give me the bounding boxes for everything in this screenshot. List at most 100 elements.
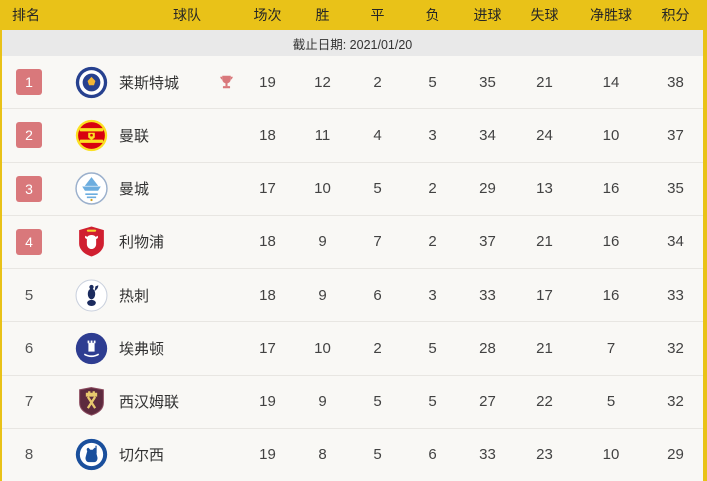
col-wins: 胜 [315, 7, 330, 23]
points-value: 37 [667, 126, 684, 144]
team-name: 莱斯特城 [119, 74, 180, 92]
goals-against-value: 22 [536, 393, 553, 411]
col-goals-for: 进球 [473, 7, 502, 23]
table-row: 4 利物浦 18 9 7 2 37 21 16 34 [2, 214, 703, 268]
goals-against-value: 21 [536, 339, 553, 357]
everton-badge-icon [75, 332, 108, 365]
team-name: 切尔西 [119, 447, 165, 465]
points-value: 34 [667, 233, 684, 251]
goals-for-value: 28 [479, 339, 496, 357]
rank-number: 5 [24, 286, 34, 304]
table-row: 5 热刺 18 9 6 3 33 17 16 33 [2, 268, 703, 322]
matches-value: 17 [259, 339, 276, 357]
matches-value: 19 [259, 446, 276, 464]
points-value: 29 [667, 446, 684, 464]
team-name: 曼联 [119, 127, 150, 145]
goal-diff-value: 7 [606, 339, 616, 357]
goals-against-value: 13 [536, 180, 553, 198]
goals-against-value: 17 [536, 286, 553, 304]
wins-value: 10 [314, 180, 331, 198]
goals-against-value: 21 [536, 233, 553, 251]
losses-value: 2 [428, 233, 437, 251]
draws-value: 2 [373, 73, 382, 91]
col-losses: 负 [425, 7, 440, 23]
matches-value: 17 [259, 180, 276, 198]
losses-value: 3 [428, 286, 437, 304]
points-value: 32 [667, 339, 684, 357]
team-name: 曼城 [119, 181, 150, 199]
wins-value: 9 [318, 233, 327, 251]
date-note: 截止日期: 2021/01/20 [2, 30, 703, 56]
table-body: 1 莱斯特城 19 12 2 5 35 21 14 38 2 [2, 56, 703, 481]
west-ham-badge-icon [75, 385, 108, 418]
team-name: 利物浦 [119, 234, 165, 252]
col-goals-against: 失球 [530, 7, 559, 23]
losses-value: 5 [428, 73, 437, 91]
goal-diff-value: 14 [602, 73, 620, 91]
table-header: 排名 球队 场次 胜 平 负 进球 失球 净胜球 积分 [2, 0, 703, 30]
goals-against-value: 23 [536, 446, 553, 464]
draws-value: 7 [373, 233, 382, 251]
col-rank: 排名 [12, 7, 40, 23]
manchester-city-badge-icon [75, 172, 108, 205]
table-row: 6 埃弗顿 17 10 2 5 28 21 7 32 [2, 321, 703, 375]
liverpool-badge-icon [75, 225, 108, 258]
draws-value: 4 [373, 126, 382, 144]
goals-against-value: 24 [536, 126, 553, 144]
col-draws: 平 [370, 7, 385, 23]
goal-diff-value: 16 [602, 180, 620, 198]
table-row: 7 西汉姆联 19 9 5 5 27 22 5 32 [2, 374, 703, 428]
table-row: 8 切尔西 19 8 5 6 33 23 10 29 [2, 427, 703, 481]
points-value: 35 [667, 180, 684, 198]
points-value: 33 [667, 286, 684, 304]
wins-value: 11 [314, 126, 331, 144]
goals-for-value: 27 [479, 393, 496, 411]
matches-value: 19 [259, 393, 276, 411]
losses-value: 2 [428, 180, 437, 198]
goals-for-value: 35 [479, 73, 496, 91]
draws-value: 5 [373, 393, 382, 411]
table-row: 1 莱斯特城 19 12 2 5 35 21 14 38 [2, 56, 703, 109]
losses-value: 6 [428, 446, 437, 464]
wins-value: 10 [314, 339, 331, 357]
chelsea-badge-icon [75, 438, 108, 471]
goal-diff-value: 5 [606, 393, 616, 411]
rank-number: 7 [24, 393, 34, 411]
wins-value: 8 [318, 446, 327, 464]
col-matches: 场次 [253, 7, 282, 23]
team-name: 热刺 [119, 287, 150, 305]
team-name: 埃弗顿 [119, 340, 165, 358]
goals-for-value: 34 [479, 126, 496, 144]
wins-value: 12 [314, 73, 331, 91]
rank-badge: 4 [16, 228, 42, 255]
points-value: 32 [667, 393, 684, 411]
losses-value: 5 [428, 393, 437, 411]
col-team: 球队 [173, 7, 201, 23]
goal-diff-value: 16 [602, 286, 620, 304]
draws-value: 6 [373, 286, 382, 304]
wins-value: 9 [318, 393, 327, 411]
col-points: 积分 [661, 7, 690, 23]
losses-value: 5 [428, 339, 437, 357]
draws-value: 2 [373, 339, 382, 357]
goal-diff-value: 10 [602, 446, 620, 464]
points-value: 38 [667, 73, 684, 91]
goals-for-value: 33 [479, 446, 496, 464]
table-row: 3 曼城 17 10 5 2 29 13 16 35 [2, 161, 703, 215]
matches-value: 19 [259, 73, 276, 91]
matches-value: 18 [259, 286, 276, 304]
rank-number: 6 [24, 339, 34, 357]
draws-value: 5 [373, 180, 382, 198]
goals-against-value: 21 [536, 73, 553, 91]
losses-value: 3 [428, 126, 437, 144]
wins-value: 9 [318, 286, 327, 304]
tottenham-badge-icon [75, 279, 108, 312]
rank-badge: 2 [16, 122, 42, 149]
rank-badge: 3 [16, 175, 42, 202]
table-row: 2 曼联 18 11 4 3 34 24 10 37 [2, 108, 703, 162]
rank-badge: 1 [16, 69, 42, 96]
manchester-united-badge-icon [75, 119, 108, 152]
matches-value: 18 [259, 233, 276, 251]
rank-number: 8 [24, 446, 34, 464]
